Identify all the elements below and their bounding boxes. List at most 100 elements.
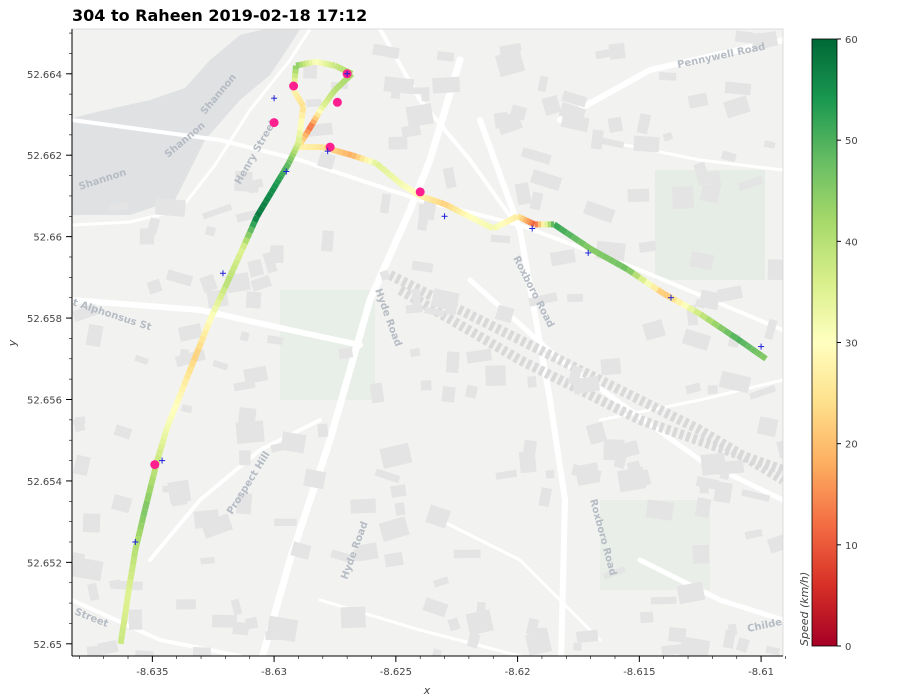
route-segment — [508, 215, 515, 224]
colorbar-ticks: 0 10 20 30 40 50 60 — [837, 35, 858, 653]
route-segment — [439, 199, 446, 207]
x-tick-label: -8.625 — [380, 667, 412, 678]
colorbar-tick-label: 20 — [845, 440, 858, 451]
route-segment — [287, 155, 295, 162]
route-segment — [150, 467, 159, 478]
y-axis-label: y — [6, 339, 19, 347]
colorbar-tick-label: 10 — [845, 541, 858, 552]
bus-stop — [529, 225, 536, 232]
route-segment — [183, 371, 192, 381]
colorbar-tick-label: 0 — [845, 642, 851, 653]
route-segment — [188, 359, 197, 368]
route-segment — [749, 346, 758, 355]
route-segment — [338, 79, 346, 87]
route-segment — [118, 627, 127, 637]
route-segment — [326, 93, 334, 100]
route-segment — [128, 564, 136, 573]
route-segment — [322, 99, 330, 106]
route-segment — [371, 159, 378, 167]
route-segment — [131, 549, 139, 559]
route-segment — [126, 579, 134, 588]
x-axis-label: x — [423, 684, 431, 697]
y-tick-label: 52.66 — [33, 233, 62, 244]
route-segment — [637, 274, 648, 284]
route-segment — [570, 234, 581, 244]
y-tick-label: 52.65 — [33, 640, 62, 651]
route-segment — [728, 331, 739, 341]
route-segment — [698, 311, 708, 321]
route-segment — [655, 287, 666, 297]
route-segment — [427, 195, 434, 203]
route-segment — [463, 211, 471, 219]
bus-stop — [758, 343, 765, 350]
route-segment — [298, 61, 304, 68]
route-segment — [164, 420, 173, 430]
y-tick-label: 52.654 — [27, 477, 62, 488]
route-segment — [229, 263, 238, 272]
route-segment — [222, 280, 231, 289]
route-segment — [140, 508, 148, 517]
route-segment — [200, 329, 209, 338]
colorbar — [811, 38, 838, 647]
route-segment — [455, 207, 463, 215]
route-segment — [249, 220, 258, 229]
route-segment — [408, 187, 416, 195]
route-segment — [674, 297, 684, 307]
route-segment — [225, 274, 234, 283]
route-segment — [162, 427, 170, 435]
bus-stop-markers — [132, 70, 765, 545]
route-segment — [328, 91, 336, 98]
x-tick-label: -8.62 — [505, 667, 531, 678]
route-segment — [346, 151, 353, 159]
route-segment — [619, 263, 629, 272]
building-blocks — [72, 30, 783, 656]
route-segment — [166, 414, 175, 423]
route-segment — [339, 65, 345, 73]
route-segment — [582, 242, 593, 252]
route-segment — [500, 219, 507, 228]
route-segment — [521, 216, 528, 224]
y-tick-label: 52.662 — [27, 151, 62, 162]
route-segment — [306, 125, 314, 132]
route-segment — [686, 304, 696, 314]
route-segment — [273, 178, 282, 186]
route-segment — [148, 476, 157, 486]
route-segment — [268, 186, 277, 195]
route-segment — [589, 246, 599, 255]
colorbar-tick-label: 40 — [845, 237, 858, 248]
route-segment — [132, 542, 140, 551]
route-segment — [125, 587, 133, 596]
route-segment — [297, 124, 304, 132]
route-segment — [285, 158, 294, 165]
route-segment — [283, 161, 292, 169]
route-segment — [247, 225, 255, 234]
route-segment — [213, 298, 223, 308]
route-segment — [178, 384, 187, 393]
route-segment — [310, 118, 318, 125]
slow-point — [332, 97, 342, 107]
route-segment — [296, 130, 304, 138]
route-segment — [504, 217, 511, 226]
bus-stop — [219, 270, 226, 277]
route-segment — [260, 200, 269, 209]
route-segment — [390, 174, 399, 183]
route-segment — [265, 190, 274, 199]
x-tick-label: -8.635 — [136, 667, 168, 678]
x-tick-label: -8.61 — [748, 667, 774, 678]
route-segment — [154, 454, 162, 462]
route-segment — [316, 108, 324, 115]
route-segment — [155, 448, 164, 457]
route-segment — [530, 220, 536, 228]
route-segment — [552, 221, 562, 231]
y-tick-label: 52.656 — [27, 396, 62, 407]
route-segment — [355, 153, 362, 161]
bus-stop — [159, 457, 166, 464]
route-segment — [613, 259, 623, 269]
route-segment — [299, 106, 307, 113]
route-segment — [123, 594, 131, 604]
route-segment — [327, 61, 333, 68]
route-segment — [512, 213, 519, 221]
route-segment — [607, 256, 617, 266]
route-segment — [367, 157, 374, 165]
